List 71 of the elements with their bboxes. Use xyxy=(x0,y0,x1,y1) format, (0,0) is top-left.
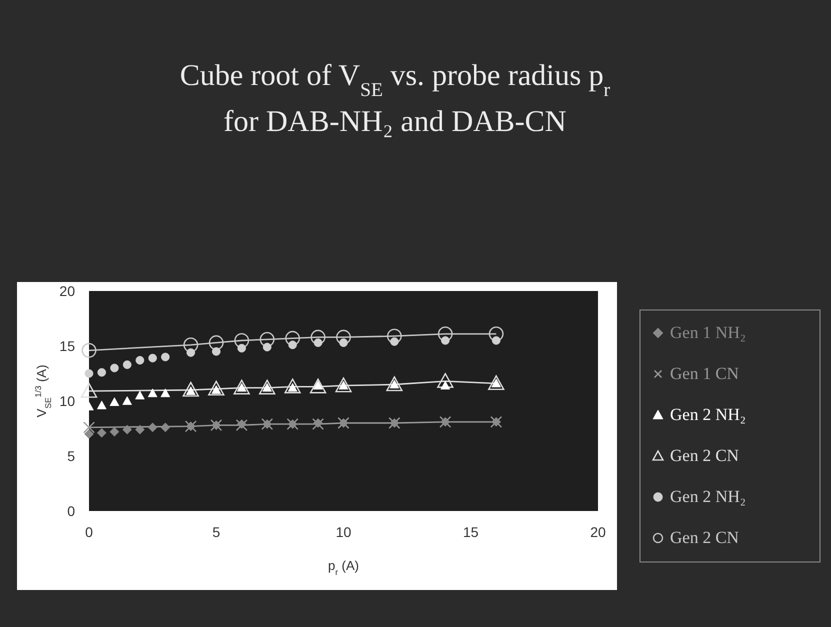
point xyxy=(82,343,96,358)
point xyxy=(122,396,132,405)
x-tick-label: 5 xyxy=(212,524,220,540)
point xyxy=(122,360,132,369)
point xyxy=(186,348,196,357)
point xyxy=(441,336,450,345)
legend-label: Gen 2 CN xyxy=(670,528,739,547)
y-tick-label: 15 xyxy=(59,338,76,354)
point xyxy=(80,382,98,398)
point xyxy=(234,333,250,348)
point xyxy=(84,429,94,439)
point xyxy=(208,335,224,350)
legend-label: Gen 2 NH₂ xyxy=(670,405,746,424)
point xyxy=(135,390,145,400)
point xyxy=(234,380,250,394)
point xyxy=(160,388,170,398)
point xyxy=(208,380,224,396)
point xyxy=(310,330,326,345)
point xyxy=(288,340,297,350)
point xyxy=(136,356,144,365)
point xyxy=(336,330,351,345)
point xyxy=(182,382,199,397)
point xyxy=(387,328,402,344)
legend-label: Gen 1 CN xyxy=(670,364,739,383)
x-tick-label: 15 xyxy=(462,524,479,540)
point xyxy=(260,332,275,347)
point xyxy=(97,368,106,377)
point xyxy=(488,326,504,342)
point xyxy=(438,326,453,342)
point xyxy=(110,427,120,437)
point xyxy=(212,347,221,356)
point xyxy=(310,378,326,394)
point xyxy=(314,338,322,347)
point xyxy=(237,344,246,352)
point xyxy=(335,377,352,392)
point xyxy=(161,352,170,362)
x-axis-title: p$_{r}$ (A) xyxy=(328,558,359,577)
x-tick-label: 20 xyxy=(590,524,606,540)
y-tick-label: 20 xyxy=(59,283,76,299)
point xyxy=(262,342,272,352)
point xyxy=(148,422,158,432)
point xyxy=(492,336,500,345)
point xyxy=(148,388,158,398)
y-tick-label: 10 xyxy=(59,393,76,409)
chart-title: Cube root of V$_{SE}$ vs. probe radius p$_{r}$ for DAB-NH₂ and DAB-CN xyxy=(180,59,610,138)
point xyxy=(148,354,157,362)
point xyxy=(236,419,246,429)
point xyxy=(386,376,403,392)
point xyxy=(110,397,120,406)
point xyxy=(285,330,300,346)
point xyxy=(183,338,198,352)
point xyxy=(135,424,145,434)
legend-label: Gen 1 NH₂ xyxy=(670,323,746,342)
legend-label: Gen 2 CN xyxy=(670,446,739,465)
point xyxy=(284,378,301,394)
legend-label: Gen 2 NH₂ xyxy=(670,487,746,506)
point xyxy=(160,422,170,432)
point xyxy=(110,364,119,372)
point xyxy=(122,424,132,434)
point xyxy=(259,380,276,394)
y-tick-label: 0 xyxy=(67,503,76,519)
y-tick-label: 5 xyxy=(67,448,76,464)
point xyxy=(96,400,106,410)
point xyxy=(390,337,399,346)
point xyxy=(84,369,94,378)
x-tick-label: 0 xyxy=(85,524,94,540)
point xyxy=(339,338,348,347)
point xyxy=(488,375,504,390)
point xyxy=(437,373,454,388)
point xyxy=(96,428,106,438)
x-tick-label: 10 xyxy=(336,524,352,540)
